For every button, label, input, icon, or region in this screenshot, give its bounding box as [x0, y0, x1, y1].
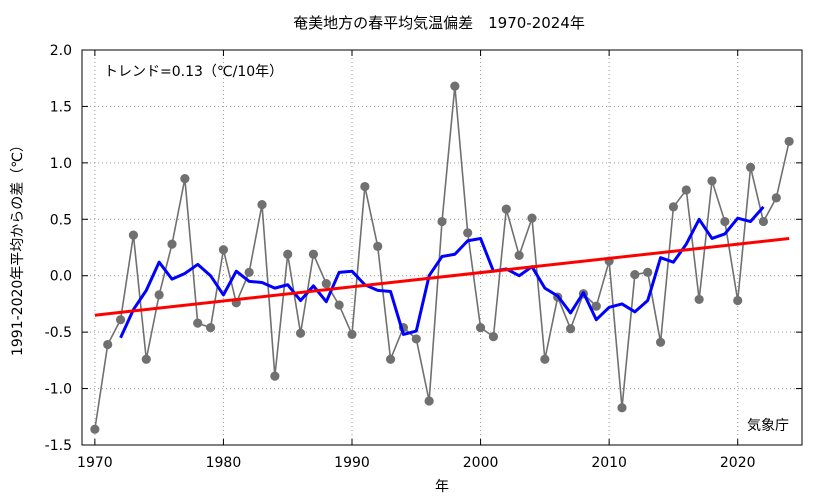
trend-line: [94, 236, 790, 317]
annual-anomaly-point: [501, 204, 511, 214]
y-tick-label: 1.5: [50, 99, 72, 115]
annual-anomaly-point: [308, 249, 319, 259]
annual-anomaly-point: [193, 318, 203, 328]
annual-anomaly-point: [360, 181, 370, 192]
annual-anomaly-point: [270, 371, 280, 381]
annual-anomaly-point: [527, 213, 537, 223]
annual-anomaly-point: [244, 267, 254, 277]
annual-anomaly-point: [488, 332, 499, 342]
annual-anomaly-point: [771, 193, 781, 203]
annual-anomaly-point: [758, 216, 769, 227]
x-tick-label: 1990: [334, 455, 370, 471]
annual-anomaly-point: [411, 334, 421, 344]
annual-anomaly-point: [257, 200, 267, 210]
chart-title: 奄美地方の春平均気温偏差 1970-2024年: [293, 14, 585, 32]
series-layer: [90, 81, 794, 434]
annual-anomaly-point: [630, 269, 640, 280]
x-tick-label: 2010: [591, 455, 627, 471]
y-tick-label: 1.0: [50, 156, 72, 172]
source-label: 気象庁: [747, 418, 789, 434]
x-tick-label: 1980: [206, 455, 242, 471]
five-year-mean-line: [119, 205, 765, 339]
annual-anomaly-point: [115, 315, 126, 325]
annual-anomaly-point: [103, 339, 113, 350]
annual-anomaly-point: [540, 354, 550, 364]
annual-anomaly-point: [205, 323, 216, 333]
annual-anomaly-point: [295, 328, 306, 338]
y-tick-label: -1.0: [45, 382, 72, 398]
annual-anomaly-point: [591, 301, 601, 311]
annual-anomaly-point: [437, 216, 447, 227]
annual-anomaly-point: [334, 300, 344, 310]
annual-anomaly-point: [218, 245, 229, 255]
annual-anomaly-point: [463, 228, 473, 238]
annual-anomaly-point: [784, 136, 794, 147]
annual-anomaly-point: [745, 162, 756, 172]
x-tick-label: 2020: [720, 455, 756, 471]
annual-anomaly-point: [733, 295, 743, 306]
annual-anomaly-point: [655, 337, 666, 347]
annual-anomaly-point: [668, 202, 679, 212]
y-tick-label: 2.0: [50, 43, 72, 59]
annual-anomaly-point: [643, 267, 653, 277]
y-tick-label: -0.5: [45, 325, 72, 341]
annual-anomaly-point: [154, 290, 164, 300]
annual-anomaly-point: [681, 185, 691, 195]
y-tick-label: 0.5: [50, 212, 72, 228]
x-tick-label: 2000: [463, 455, 499, 471]
annual-anomaly-point: [720, 216, 730, 227]
annual-anomaly-point: [128, 230, 139, 240]
annual-anomaly-point: [694, 294, 704, 305]
x-tick-label: 1970: [77, 455, 113, 471]
x-axis-label: 年: [435, 479, 449, 495]
annual-anomaly-point: [475, 323, 486, 333]
y-axis-label: 1991-2020年平均からの差（℃）: [10, 138, 26, 356]
y-tick-label: -1.5: [45, 438, 72, 454]
annual-anomaly-point: [321, 279, 331, 289]
plot-frame: [81, 49, 803, 446]
annual-anomaly-point: [90, 424, 100, 434]
annual-anomaly-point: [617, 403, 627, 413]
annual-anomaly-point: [347, 329, 357, 339]
annual-anomaly-point: [180, 174, 190, 184]
annual-anomaly-point: [707, 176, 717, 186]
annual-anomaly-point: [167, 239, 177, 249]
annual-anomaly-point: [373, 241, 383, 251]
annual-anomaly-point: [283, 249, 293, 259]
annual-anomaly-point: [141, 354, 151, 364]
annual-anomaly-point: [424, 396, 434, 406]
annual-anomaly-point: [565, 324, 576, 334]
trend-label: トレンド=0.13（℃/10年）: [104, 64, 283, 80]
annual-anomaly-point: [514, 250, 524, 260]
annual-anomaly-point: [450, 81, 460, 91]
y-tick-label: 0.0: [50, 269, 72, 285]
annual-anomaly-point: [385, 354, 396, 364]
axes: -1.5 -1.0 -0.5 0.0 0.5 1.0 1.5 2.0 1970 1980 1990 2…: [45, 43, 802, 471]
